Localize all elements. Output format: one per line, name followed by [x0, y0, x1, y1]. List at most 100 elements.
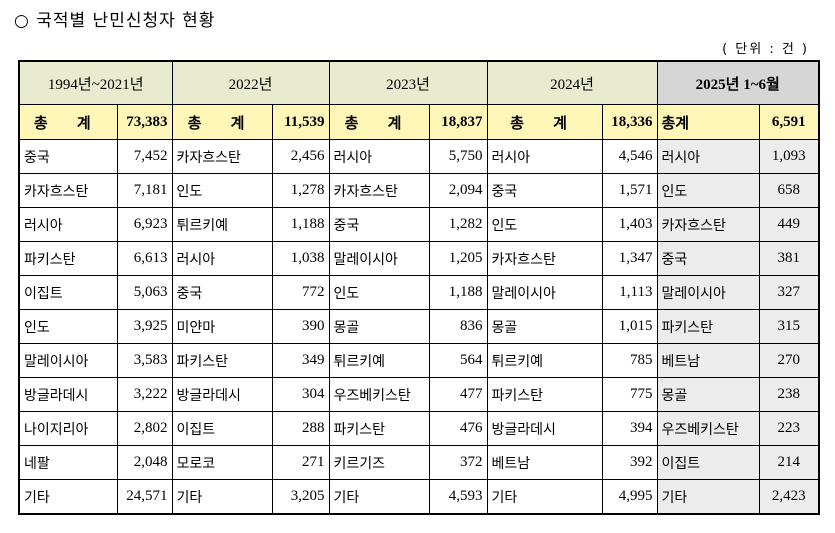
count-cell: 449: [758, 207, 820, 242]
country-cell: 나이지리아: [18, 411, 118, 446]
count-cell: 1,278: [271, 173, 330, 208]
country-cell: 튀르키예: [328, 343, 430, 378]
count-cell: 772: [271, 275, 330, 310]
country-cell: 말레이시아: [486, 275, 603, 310]
count-cell: 2,423: [758, 479, 820, 515]
country-cell: 파키스탄: [656, 309, 760, 344]
country-cell: 방글라데시: [486, 411, 603, 446]
table-row: 이집트 5,063 중국 772 인도 1,188 말레이시아 1,113 말레이시아 327: [18, 275, 820, 310]
total-value: 18,336: [601, 104, 658, 140]
count-cell: 390: [271, 309, 330, 344]
table-row: 방글라데시 3,222 방글라데시 304 우즈베키스탄 477 파키스탄 775 몽골 238: [18, 377, 820, 412]
country-cell: 파키스탄: [171, 343, 273, 378]
country-cell: 우즈베키스탄: [328, 377, 430, 412]
count-cell: 2,456: [271, 139, 330, 174]
count-cell: 238: [758, 377, 820, 412]
country-cell: 이집트: [656, 445, 760, 480]
country-cell: 몽골: [328, 309, 430, 344]
total-label: 총계: [656, 104, 760, 140]
count-cell: 564: [428, 343, 488, 378]
country-cell: 러시아: [486, 139, 603, 174]
period-header: 2025년 1~6월: [656, 60, 820, 105]
count-cell: 477: [428, 377, 488, 412]
count-cell: 4,546: [601, 139, 658, 174]
country-cell: 기타: [328, 479, 430, 515]
country-cell: 인도: [18, 309, 118, 344]
period-header: 1994년~2021년: [18, 60, 173, 105]
count-cell: 2,802: [116, 411, 173, 446]
count-cell: 836: [428, 309, 488, 344]
country-cell: 방글라데시: [171, 377, 273, 412]
count-cell: 476: [428, 411, 488, 446]
count-cell: 3,925: [116, 309, 173, 344]
country-cell: 몽골: [486, 309, 603, 344]
count-cell: 3,205: [271, 479, 330, 515]
count-cell: 381: [758, 241, 820, 276]
country-cell: 중국: [486, 173, 603, 208]
refugee-applicants-table: 1994년~2021년 2022년 2023년 2024년 2025년 1~6월…: [18, 60, 820, 515]
country-cell: 인도: [171, 173, 273, 208]
total-label: 총 계: [171, 104, 273, 140]
period-header: 2023년: [328, 60, 488, 105]
table-row: 카자흐스탄 7,181 인도 1,278 카자흐스탄 2,094 중국 1,571 인도 658: [18, 173, 820, 208]
unit-note: ( 단위 : 건 ): [722, 42, 809, 57]
country-cell: 말레이시아: [656, 275, 760, 310]
count-cell: 7,181: [116, 173, 173, 208]
count-cell: 270: [758, 343, 820, 378]
count-cell: 1,188: [428, 275, 488, 310]
count-cell: 1,188: [271, 207, 330, 242]
count-cell: 6,923: [116, 207, 173, 242]
count-cell: 3,222: [116, 377, 173, 412]
count-cell: 2,048: [116, 445, 173, 480]
count-cell: 223: [758, 411, 820, 446]
total-value: 6,591: [758, 104, 820, 140]
count-cell: 6,613: [116, 241, 173, 276]
count-cell: 7,452: [116, 139, 173, 174]
count-cell: 392: [601, 445, 658, 480]
count-cell: 1,038: [271, 241, 330, 276]
country-cell: 중국: [656, 241, 760, 276]
country-cell: 몽골: [656, 377, 760, 412]
count-cell: 24,571: [116, 479, 173, 515]
country-cell: 러시아: [18, 207, 118, 242]
count-cell: 271: [271, 445, 330, 480]
count-cell: 315: [758, 309, 820, 344]
country-cell: 말레이시아: [18, 343, 118, 378]
country-cell: 이집트: [171, 411, 273, 446]
count-cell: 372: [428, 445, 488, 480]
country-cell: 네팔: [18, 445, 118, 480]
country-cell: 미얀마: [171, 309, 273, 344]
country-cell: 모로코: [171, 445, 273, 480]
country-cell: 인도: [656, 173, 760, 208]
country-cell: 인도: [486, 207, 603, 242]
count-cell: 1,403: [601, 207, 658, 242]
table-row: 말레이시아 3,583 파키스탄 349 튀르키예 564 튀르키예 785 베트남 270: [18, 343, 820, 378]
country-cell: 카자흐스탄: [171, 139, 273, 174]
country-cell: 중국: [171, 275, 273, 310]
table-body: 중국 7,452 카자흐스탄 2,456 러시아 5,750 러시아 4,546 러시아 1,09…: [18, 139, 820, 515]
total-value: 73,383: [116, 104, 173, 140]
count-cell: 775: [601, 377, 658, 412]
country-cell: 기타: [486, 479, 603, 515]
header-row: 1994년~2021년 2022년 2023년 2024년 2025년 1~6월: [18, 60, 820, 105]
country-cell: 러시아: [328, 139, 430, 174]
total-row: 총 계 73,383 총 계 11,539 총 계 18,837 총 계 18,…: [18, 104, 820, 140]
country-cell: 베트남: [656, 343, 760, 378]
country-cell: 튀르키예: [486, 343, 603, 378]
count-cell: 214: [758, 445, 820, 480]
country-cell: 중국: [328, 207, 430, 242]
country-cell: 러시아: [656, 139, 760, 174]
table-row: 러시아 6,923 튀르키예 1,188 중국 1,282 인도 1,403 카자흐스탄 449: [18, 207, 820, 242]
country-cell: 파키스탄: [328, 411, 430, 446]
count-cell: 2,094: [428, 173, 488, 208]
total-value: 18,837: [428, 104, 488, 140]
country-cell: 카자흐스탄: [328, 173, 430, 208]
table-row: 인도 3,925 미얀마 390 몽골 836 몽골 1,015 파키스탄 315: [18, 309, 820, 344]
total-label: 총 계: [486, 104, 603, 140]
table-row: 나이지리아 2,802 이집트 288 파키스탄 476 방글라데시 394 우즈베키스탄 223: [18, 411, 820, 446]
period-header: 2024년: [486, 60, 658, 105]
table-row: 네팔 2,048 모로코 271 키르기즈 372 베트남 392 이집트 214: [18, 445, 820, 480]
total-value: 11,539: [271, 104, 330, 140]
page-title: ○ 국적별 난민신청자 현황: [14, 11, 216, 31]
count-cell: 1,113: [601, 275, 658, 310]
